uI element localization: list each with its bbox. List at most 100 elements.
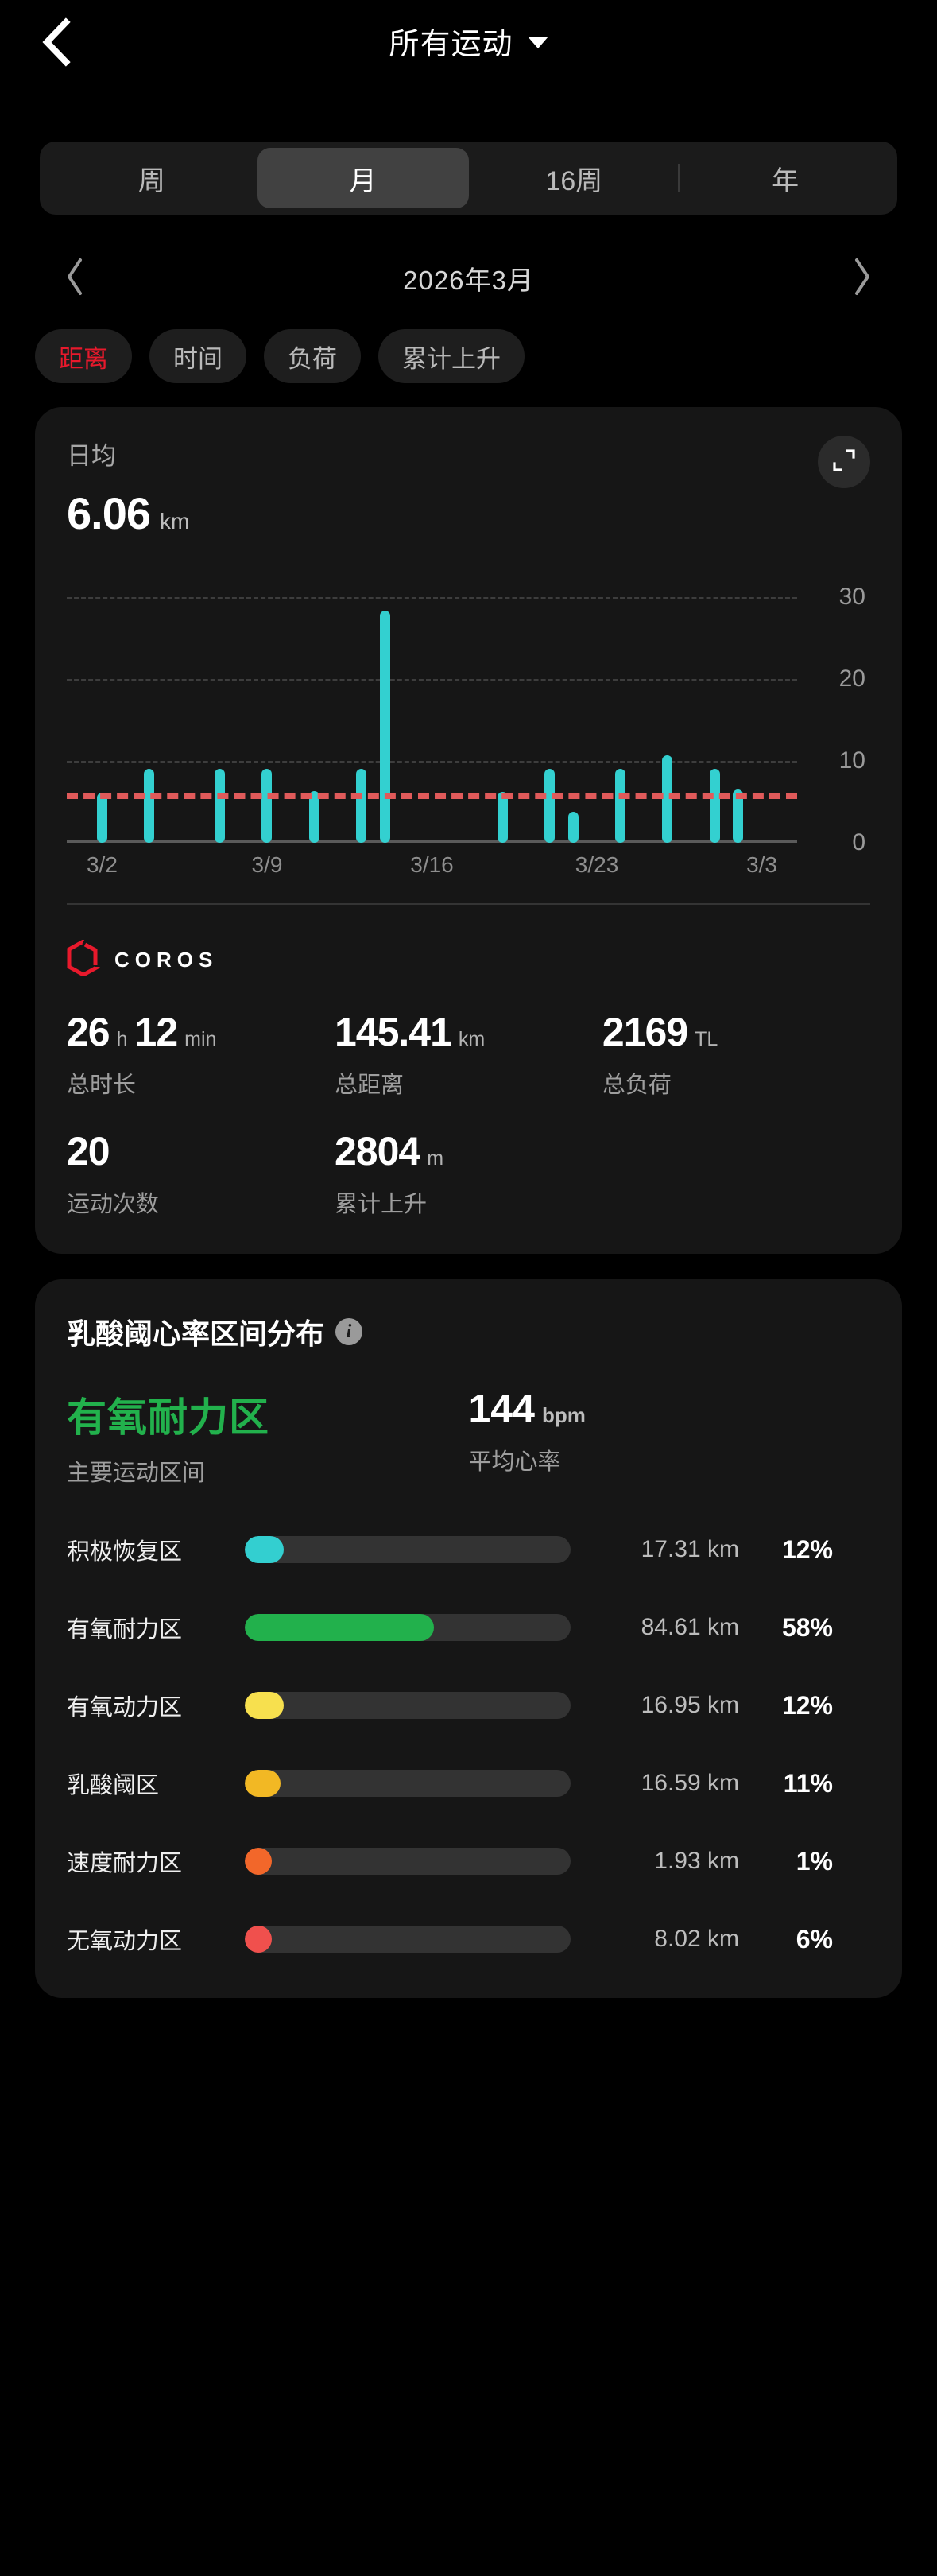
hr-zone-distance: 84.61 km xyxy=(641,1614,739,1640)
page-title: 所有运动 xyxy=(389,28,513,61)
chart-x-axis xyxy=(67,840,797,843)
activity-filter-dropdown[interactable]: 所有运动 xyxy=(0,19,937,63)
hr-zone-bar-fill xyxy=(245,1926,272,1953)
chart-y-tick-label: 0 xyxy=(852,829,865,855)
chart-plot-area: 0 10 20 30 xyxy=(67,580,865,855)
stat-activity-count: 20 运动次数 xyxy=(67,1128,335,1219)
hr-zone-row: 有氧耐力区 84.61 km 58% xyxy=(67,1605,870,1650)
stat-total-distance: 145.41 km 总距离 xyxy=(335,1009,602,1100)
hr-zone-title: 乳酸阈心率区间分布 xyxy=(67,1317,325,1350)
stat-total-load-value: 2169 xyxy=(602,1010,688,1054)
average-hr-value: 144 xyxy=(468,1387,535,1431)
hr-zone-name: 积极恢复区 xyxy=(67,1539,183,1565)
chart-bar[interactable] xyxy=(308,791,319,843)
chart-bar[interactable] xyxy=(96,793,107,843)
totals-row: 26 h 12 min 总时长 145.41 km 总距离 2169 TL xyxy=(67,1009,870,1100)
daily-average-block: 日均 6.06 km xyxy=(67,436,189,539)
stat-total-distance-value: 145.41 xyxy=(334,1010,452,1054)
chip-time[interactable]: 时间 xyxy=(149,329,246,383)
hr-zone-row: 有氧动力区 16.95 km 12% xyxy=(67,1683,870,1728)
hr-zone-percent: 12% xyxy=(781,1690,833,1720)
hr-zone-bar-fill xyxy=(245,1614,434,1641)
chart-bar[interactable] xyxy=(709,769,720,843)
stat-total-load-unit: TL xyxy=(695,1028,718,1050)
chart-y-tick-label: 20 xyxy=(838,665,865,692)
chip-distance[interactable]: 距离 xyxy=(35,329,132,383)
chart-bar[interactable] xyxy=(215,769,226,843)
chip-distance-label: 距离 xyxy=(59,344,108,373)
info-icon[interactable]: i xyxy=(335,1318,363,1345)
tab-year[interactable]: 年 xyxy=(680,148,891,208)
stat-total-load: 2169 TL 总负荷 xyxy=(602,1009,870,1100)
chart-y-tick-label: 30 xyxy=(838,583,865,610)
hr-zone-bar-fill xyxy=(245,1770,281,1797)
chart-average-line xyxy=(67,793,797,799)
hr-zone-name: 乳酸阈区 xyxy=(67,1773,160,1798)
top-bar: 所有运动 xyxy=(0,0,937,87)
card-divider xyxy=(67,903,870,905)
tab-week[interactable]: 周 xyxy=(46,148,257,208)
chart-bar[interactable] xyxy=(544,769,556,843)
chart-bar[interactable] xyxy=(662,755,673,843)
stat-total-duration-label: 总时长 xyxy=(67,1073,137,1098)
back-button[interactable] xyxy=(29,14,84,70)
chart-bar[interactable] xyxy=(567,811,579,843)
tab-month-label: 月 xyxy=(349,165,377,196)
chip-time-label: 时间 xyxy=(173,344,223,373)
stat-total-duration-minutes: 12 xyxy=(134,1010,179,1054)
chip-load[interactable]: 负荷 xyxy=(264,329,361,383)
chevron-left-icon xyxy=(64,257,85,301)
brand-logo: COROS xyxy=(67,939,870,980)
chart-bar[interactable] xyxy=(261,769,273,843)
hr-zone-header: 乳酸阈心率区间分布 i xyxy=(67,1311,870,1352)
chip-elevation-gain[interactable]: 累计上升 xyxy=(378,329,525,383)
tab-divider xyxy=(678,164,680,192)
stat-total-duration-hours: 26 xyxy=(67,1010,110,1054)
distance-bar-chart[interactable]: 0 10 20 30 3/2 3/9 3/16 3/23 3/3 xyxy=(67,580,870,877)
hr-zone-distance: 17.31 km xyxy=(641,1536,739,1562)
tab-month[interactable]: 月 xyxy=(257,148,469,208)
hr-zone-distance: 8.02 km xyxy=(654,1926,739,1952)
primary-zone-value: 有氧耐力区 xyxy=(67,1395,269,1440)
hr-zone-name: 速度耐力区 xyxy=(67,1851,183,1876)
chart-bar[interactable] xyxy=(497,792,508,843)
hr-zone-bar-track xyxy=(245,1536,571,1563)
next-period-button[interactable] xyxy=(840,254,885,302)
chart-bar[interactable] xyxy=(356,769,367,843)
hr-zone-card: 乳酸阈心率区间分布 i 有氧耐力区 主要运动区间 144 bpm 平均心率 积极… xyxy=(35,1279,902,1998)
hr-zone-distance: 1.93 km xyxy=(654,1848,739,1874)
chart-x-tick-label: 3/3 xyxy=(746,852,777,877)
metric-chips: 距离 时间 负荷 累计上升 xyxy=(0,329,937,383)
chart-bar[interactable] xyxy=(615,769,626,843)
brand-name: COROS xyxy=(114,948,219,972)
chart-x-tick-label: 3/9 xyxy=(251,852,283,877)
chart-bar[interactable] xyxy=(144,769,155,843)
hr-zone-row: 积极恢复区 17.31 km 12% xyxy=(67,1527,870,1572)
date-navigator: 2026年3月 xyxy=(0,248,937,308)
hr-zone-bar-fill xyxy=(245,1536,285,1563)
stat-elevation-gain: 2804 m 累计上升 xyxy=(335,1128,602,1219)
expand-chart-button[interactable] xyxy=(818,436,870,488)
average-hr-block: 144 bpm 平均心率 xyxy=(469,1386,871,1488)
hr-zone-bar-track xyxy=(245,1692,571,1719)
hr-zone-percent: 6% xyxy=(796,1924,833,1953)
previous-period-button[interactable] xyxy=(52,254,97,302)
chart-gridline xyxy=(67,596,797,599)
hr-zone-row: 乳酸阈区 16.59 km 11% xyxy=(67,1761,870,1806)
chart-x-tick-label: 3/16 xyxy=(410,852,454,877)
hr-zone-bar-track xyxy=(245,1926,571,1953)
stat-total-duration-hours-unit: h xyxy=(116,1028,128,1050)
chart-bar[interactable] xyxy=(379,611,390,843)
current-period-label: 2026年3月 xyxy=(403,266,534,295)
stat-elevation-gain-label: 累计上升 xyxy=(334,1192,427,1217)
stat-empty xyxy=(602,1128,870,1219)
chevron-left-icon xyxy=(39,17,74,67)
hr-zone-percent: 58% xyxy=(781,1612,833,1642)
stat-activity-count-value: 20 xyxy=(67,1129,110,1174)
average-hr-unit: bpm xyxy=(541,1403,586,1427)
stat-total-duration: 26 h 12 min 总时长 xyxy=(67,1009,335,1100)
chart-bar[interactable] xyxy=(733,789,744,843)
tab-16weeks[interactable]: 16周 xyxy=(469,148,680,208)
primary-zone-label: 主要运动区间 xyxy=(67,1461,206,1486)
hr-zone-list: 积极恢复区 17.31 km 12% 有氧耐力区 84.61 km 58% 有氧动力区 16.… xyxy=(67,1527,870,1961)
